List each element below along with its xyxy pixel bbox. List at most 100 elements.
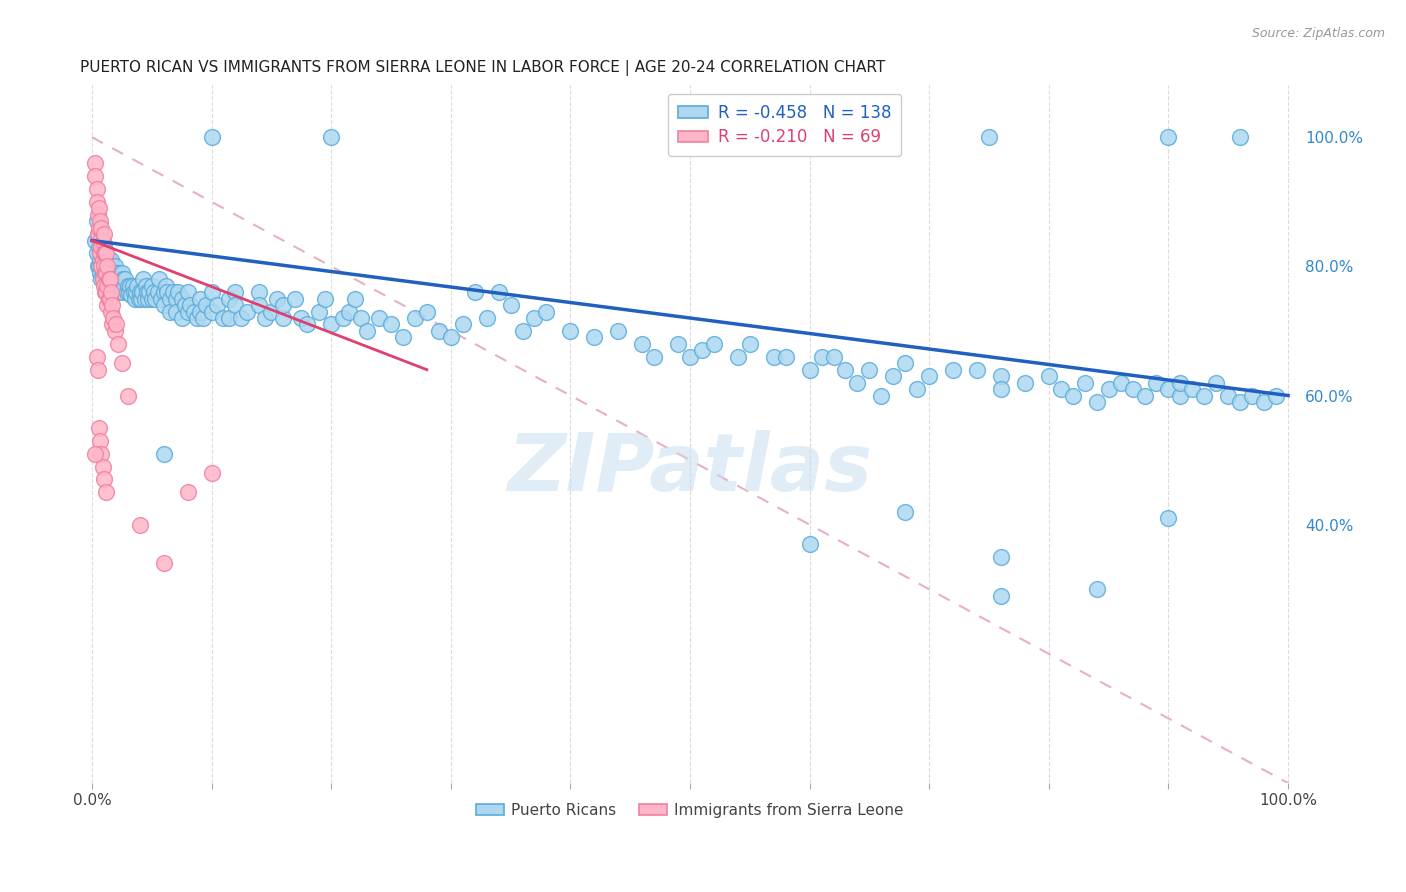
Point [727, 350, 749, 364]
Point [942, 362, 965, 376]
Point [643, 350, 665, 364]
Point [87, 227, 110, 241]
Point [1073, 376, 1095, 390]
Point [1229, 395, 1251, 409]
Point [96, 246, 118, 260]
Point [150, 292, 173, 306]
Point [170, 292, 193, 306]
Text: PUERTO RICAN VS IMMIGRANTS FROM SIERRA LEONE IN LABOR FORCE | AGE 20-24 CORRELAT: PUERTO RICAN VS IMMIGRANTS FROM SIERRA L… [80, 60, 886, 76]
Point [146, 285, 169, 300]
Point [236, 304, 259, 318]
Point [321, 318, 343, 332]
Point [91, 266, 114, 280]
Point [110, 278, 132, 293]
Point [121, 278, 143, 293]
Point [98, 292, 121, 306]
Point [356, 324, 378, 338]
Point [143, 292, 166, 306]
Point [89, 214, 111, 228]
Point [200, 285, 222, 300]
Point [104, 278, 127, 293]
Point [799, 537, 821, 551]
Point [308, 304, 330, 318]
Point [170, 311, 193, 326]
Point [104, 324, 127, 338]
Point [894, 505, 917, 519]
Point [212, 311, 235, 326]
Point [499, 298, 522, 312]
Point [104, 318, 127, 332]
Point [1157, 511, 1180, 525]
Point [90, 447, 112, 461]
Point [129, 292, 152, 306]
Point [224, 298, 246, 312]
Point [266, 292, 288, 306]
Point [86, 214, 108, 228]
Point [188, 292, 211, 306]
Point [91, 252, 114, 267]
Point [321, 130, 343, 145]
Point [96, 298, 118, 312]
Point [191, 311, 214, 326]
Point [231, 311, 253, 326]
Point [666, 336, 689, 351]
Point [101, 272, 124, 286]
Point [101, 260, 124, 274]
Point [143, 285, 166, 300]
Point [440, 330, 463, 344]
Point [512, 324, 534, 338]
Point [218, 292, 240, 306]
Point [870, 388, 893, 402]
Point [90, 260, 112, 274]
Point [703, 336, 725, 351]
Point [762, 350, 785, 364]
Point [120, 278, 142, 293]
Point [125, 285, 148, 300]
Point [115, 285, 138, 300]
Point [93, 240, 115, 254]
Point [141, 292, 163, 306]
Point [176, 485, 198, 500]
Point [152, 285, 174, 300]
Point [1098, 382, 1121, 396]
Point [834, 362, 856, 376]
Point [118, 285, 141, 300]
Point [918, 369, 941, 384]
Point [607, 324, 630, 338]
Point [128, 517, 150, 532]
Point [152, 298, 174, 312]
Point [1253, 395, 1275, 409]
Point [134, 292, 156, 306]
Point [93, 260, 115, 274]
Point [162, 285, 184, 300]
Point [966, 362, 988, 376]
Point [100, 252, 122, 267]
Point [91, 459, 114, 474]
Point [111, 285, 134, 300]
Point [846, 376, 869, 390]
Point [1109, 376, 1132, 390]
Point [101, 298, 124, 312]
Point [86, 350, 108, 364]
Point [260, 304, 283, 318]
Point [690, 343, 713, 358]
Point [112, 278, 135, 293]
Point [93, 227, 115, 241]
Point [679, 350, 702, 364]
Point [990, 369, 1012, 384]
Point [100, 266, 122, 280]
Point [905, 382, 928, 396]
Point [90, 240, 112, 254]
Point [96, 266, 118, 280]
Point [176, 285, 198, 300]
Point [1157, 130, 1180, 145]
Point [90, 220, 112, 235]
Point [1146, 376, 1168, 390]
Point [1229, 130, 1251, 145]
Point [560, 324, 582, 338]
Point [111, 356, 134, 370]
Point [104, 260, 127, 274]
Point [156, 285, 179, 300]
Point [799, 362, 821, 376]
Point [775, 350, 797, 364]
